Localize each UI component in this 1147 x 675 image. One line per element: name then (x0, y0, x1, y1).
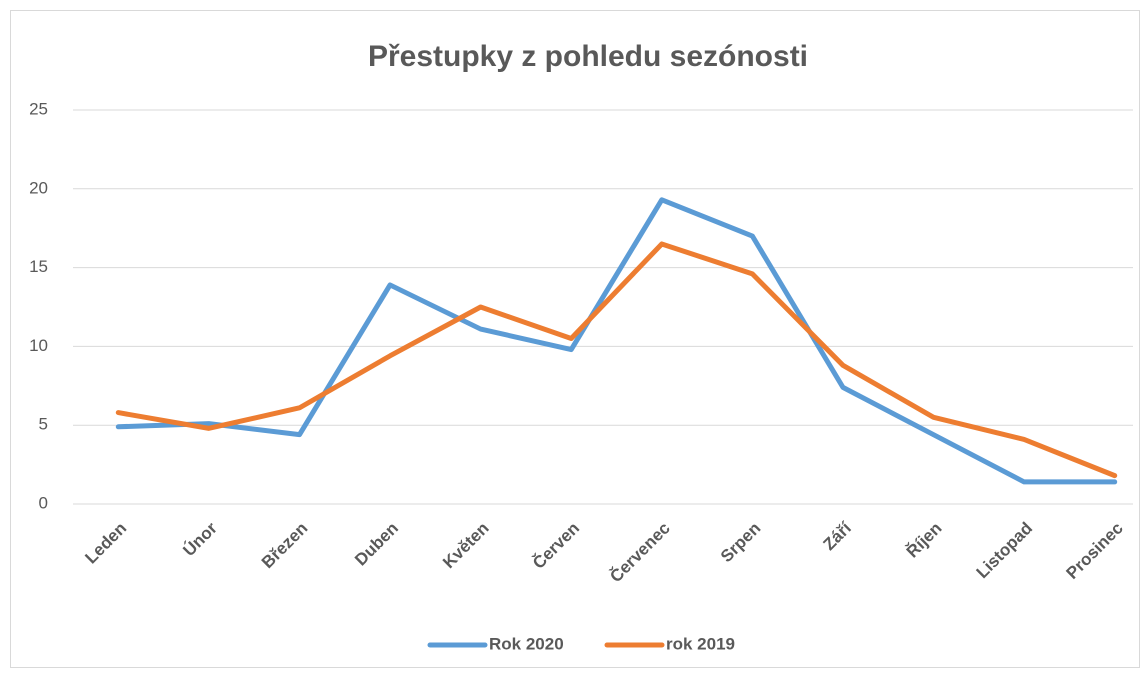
legend-label: rok 2019 (666, 634, 735, 653)
chart-title: Přestupky z pohledu sezónosti (368, 40, 808, 73)
series-line (115, 241, 1118, 479)
y-tick-label: 5 (39, 415, 48, 434)
y-tick-label: 20 (29, 178, 48, 197)
legend-label: Rok 2020 (489, 634, 564, 653)
series-line (115, 197, 1118, 485)
y-tick-label: 0 (39, 493, 48, 512)
y-tick-label: 10 (29, 336, 48, 355)
y-tick-label: 15 (29, 257, 48, 276)
y-tick-label: 25 (29, 99, 48, 118)
